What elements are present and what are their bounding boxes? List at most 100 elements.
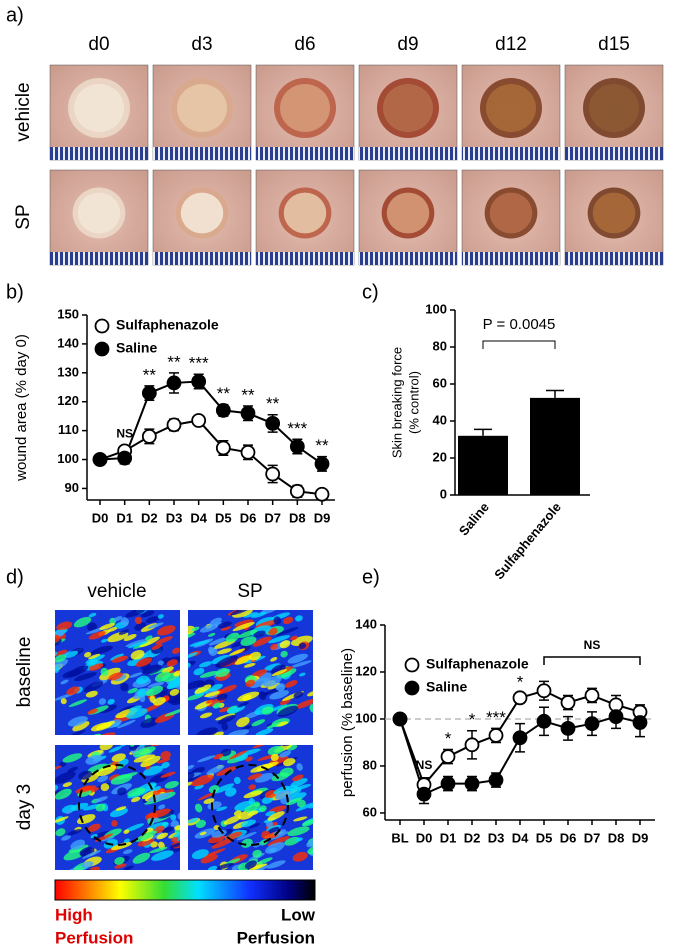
- map-spot: [127, 787, 146, 797]
- map-spot: [199, 623, 219, 633]
- map-spot: [90, 722, 112, 732]
- significance-label: NS: [416, 758, 433, 772]
- map-spot: [244, 860, 257, 869]
- significance-label: **: [266, 394, 280, 413]
- map-spot: [55, 665, 60, 674]
- map-spot: [133, 746, 156, 757]
- map-spot: [296, 763, 303, 771]
- map-spot: [227, 705, 246, 714]
- map-spot: [253, 801, 260, 807]
- map-spot: [216, 693, 228, 701]
- map-spot: [87, 763, 109, 774]
- marker: [166, 375, 182, 391]
- map-spot: [107, 627, 118, 632]
- map-spot: [127, 688, 138, 694]
- map-spot: [67, 829, 82, 836]
- map-spot: [123, 829, 130, 834]
- map-spot: [276, 627, 299, 636]
- map-spot: [212, 702, 222, 709]
- map-spot: [139, 636, 160, 648]
- map-spot: [188, 625, 196, 635]
- y-tick-label: 100: [355, 710, 377, 725]
- map-spot: [265, 842, 285, 854]
- x-tick-label: D6: [240, 510, 257, 525]
- map-spot: [111, 753, 126, 762]
- map-spot: [188, 632, 196, 641]
- map-spot: [78, 770, 93, 780]
- map-spot: [72, 721, 90, 732]
- map-spot: [252, 849, 262, 858]
- map-spot: [258, 805, 267, 813]
- x-tick-label: D7: [584, 830, 601, 845]
- map-spot: [215, 806, 228, 812]
- wound: [283, 192, 327, 234]
- marker: [464, 776, 480, 791]
- map-spot: [234, 619, 254, 627]
- map-spot: [282, 745, 294, 747]
- map-spot: [172, 647, 180, 655]
- x-tick-label: D0: [416, 830, 433, 845]
- x-tick-label: D2: [464, 830, 481, 845]
- map-spot: [108, 746, 122, 753]
- map-spot: [151, 850, 174, 861]
- map-spot: [223, 815, 241, 825]
- map-spot: [314, 702, 328, 710]
- map-spot: [247, 773, 263, 780]
- map-spot: [307, 843, 313, 855]
- y-tick-label: 140: [57, 335, 79, 350]
- map-spot: [157, 614, 164, 619]
- map-spot: [191, 849, 209, 860]
- map-spot: [90, 645, 113, 655]
- column-label: vehicle: [87, 581, 146, 602]
- map-spot: [100, 667, 109, 676]
- map-spot: [188, 652, 198, 659]
- map-spot: [42, 652, 50, 658]
- map-spot: [191, 766, 205, 775]
- map-spot: [62, 782, 73, 788]
- map-spot: [207, 632, 216, 637]
- map-spot: [85, 690, 98, 698]
- map-spot: [68, 665, 89, 677]
- error-bar: [546, 389, 564, 398]
- map-spot: [123, 865, 134, 870]
- map-spot: [230, 610, 253, 616]
- map-spot: [274, 591, 283, 599]
- map-spot: [60, 698, 67, 705]
- y-axis-label: perfusion (% baseline): [339, 648, 356, 797]
- x-tick-label: D7: [264, 510, 281, 525]
- marker: [608, 709, 624, 725]
- map-spot: [170, 695, 180, 703]
- x-tick-label: D4: [512, 830, 529, 845]
- map-spot: [87, 823, 101, 832]
- x-tick-label: D2: [141, 510, 158, 525]
- legend-marker: [94, 341, 110, 357]
- map-spot: [169, 843, 180, 853]
- x-tick-label: D1: [440, 830, 457, 845]
- map-spot: [277, 705, 299, 717]
- marker: [512, 730, 528, 746]
- scale-high: High: [55, 905, 93, 924]
- ruler: [50, 252, 148, 265]
- x-tick-label: D4: [190, 510, 207, 525]
- map-spot: [153, 786, 161, 791]
- map-spot: [308, 803, 313, 809]
- perfusion-map: [55, 745, 180, 870]
- bracket: [543, 656, 641, 665]
- map-spot: [248, 798, 256, 806]
- map-spot: [166, 659, 178, 667]
- perfusion-map: [188, 591, 328, 735]
- map-spot: [111, 841, 133, 851]
- map-spot: [56, 621, 73, 631]
- y-axis-label: Skin breaking force: [389, 347, 404, 458]
- map-spot: [88, 612, 97, 618]
- significance-label: ***: [486, 708, 506, 727]
- map-spot: [148, 808, 171, 819]
- significance-label: *: [445, 729, 452, 748]
- map-spot: [147, 594, 158, 604]
- map-spot: [96, 764, 117, 777]
- map-spot: [247, 810, 259, 816]
- marker: [289, 439, 305, 454]
- map-spot: [188, 781, 194, 787]
- map-spot: [243, 662, 256, 668]
